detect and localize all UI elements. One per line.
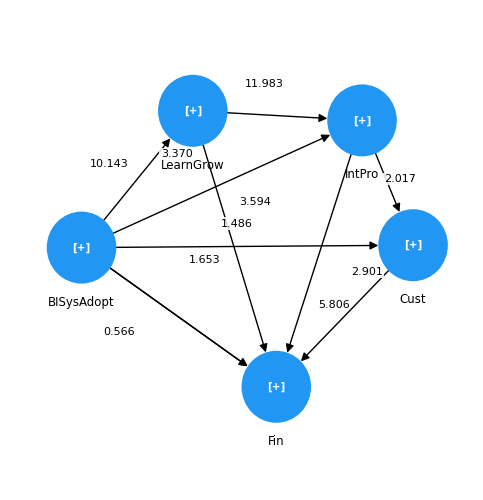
Text: [+]: [+] xyxy=(184,106,202,116)
Text: 10.143: 10.143 xyxy=(90,158,129,168)
Text: Fin: Fin xyxy=(268,435,284,448)
Circle shape xyxy=(378,209,448,281)
Text: BISysAdopt: BISysAdopt xyxy=(48,296,115,308)
Text: IntPro: IntPro xyxy=(345,168,379,181)
Circle shape xyxy=(242,351,311,423)
Text: 3.370: 3.370 xyxy=(161,149,192,159)
Text: 3.594: 3.594 xyxy=(240,197,271,207)
Text: [+]: [+] xyxy=(72,242,91,252)
Text: Cust: Cust xyxy=(400,293,426,306)
Text: 2.017: 2.017 xyxy=(384,174,416,184)
Text: 0.566: 0.566 xyxy=(103,326,134,336)
Text: 1.653: 1.653 xyxy=(188,254,220,264)
Circle shape xyxy=(327,84,397,156)
Text: [+]: [+] xyxy=(404,240,422,250)
Circle shape xyxy=(158,75,227,147)
Text: 5.806: 5.806 xyxy=(318,300,350,310)
Circle shape xyxy=(47,212,116,284)
Text: 1.486: 1.486 xyxy=(221,218,253,228)
Text: [+]: [+] xyxy=(267,382,285,392)
Text: LearnGrow: LearnGrow xyxy=(161,159,225,172)
Text: 2.901: 2.901 xyxy=(351,266,383,276)
Text: 11.983: 11.983 xyxy=(245,80,284,90)
Text: [+]: [+] xyxy=(353,116,371,126)
